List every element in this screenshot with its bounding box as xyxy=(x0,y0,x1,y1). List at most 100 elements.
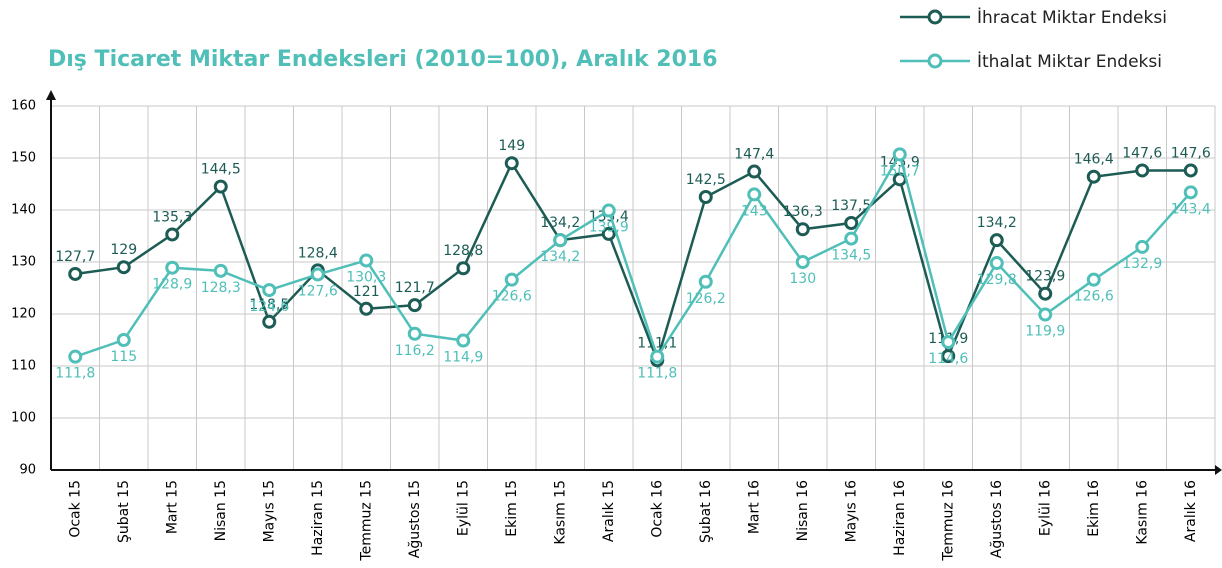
point xyxy=(795,222,810,237)
data-label: 147,4 xyxy=(734,147,774,163)
point xyxy=(1086,169,1101,184)
point xyxy=(504,272,519,287)
point xyxy=(1135,239,1150,254)
data-label: 128,8 xyxy=(443,243,483,259)
x-tick-label: Aralık 16 xyxy=(1183,480,1199,542)
data-label: 119,9 xyxy=(1025,324,1065,340)
x-tick-label: Ağustos 16 xyxy=(989,480,1005,558)
point xyxy=(213,179,228,194)
chart-title: Dış Ticaret Miktar Endeksleri (2010=100)… xyxy=(48,47,718,72)
data-label: 134,2 xyxy=(540,215,580,231)
data-label: 134,2 xyxy=(977,215,1017,231)
data-label: 128,4 xyxy=(298,245,338,261)
x-tick-label: Eylül 16 xyxy=(1037,480,1053,536)
point xyxy=(68,266,83,281)
data-label: 134,2 xyxy=(540,249,580,265)
data-label: 118,5 xyxy=(249,297,289,313)
point xyxy=(310,267,325,282)
point xyxy=(601,203,616,218)
point xyxy=(504,156,519,171)
point xyxy=(650,349,665,364)
point xyxy=(1086,272,1101,287)
data-label: 114,6 xyxy=(928,351,968,367)
x-tick-label: Haziran 16 xyxy=(892,480,908,556)
legend-label: İthalat Miktar Endeksi xyxy=(977,51,1162,72)
y-tick-label: 140 xyxy=(11,203,36,218)
x-tick-label: Mayıs 15 xyxy=(261,480,277,542)
data-label: 115 xyxy=(110,349,137,365)
point xyxy=(1135,163,1150,178)
y-tick-label: 160 xyxy=(11,99,36,114)
x-tick-label: Eylül 15 xyxy=(455,480,471,536)
data-label: 127,6 xyxy=(298,283,338,299)
legend-label: İhracat Miktar Endeksi xyxy=(977,7,1167,28)
y-tick-label: 100 xyxy=(11,411,36,426)
point xyxy=(601,226,616,241)
legend-marker xyxy=(927,53,943,69)
y-tick-label: 150 xyxy=(11,151,36,166)
point xyxy=(165,260,180,275)
data-label: 143 xyxy=(741,203,768,219)
point xyxy=(844,231,859,246)
x-tick-label: Ocak 16 xyxy=(649,480,665,538)
y-tick-label: 90 xyxy=(19,463,36,478)
data-label: 146,4 xyxy=(1074,152,1114,168)
data-label: 137,5 xyxy=(831,198,871,214)
x-tick-label: Kasım 16 xyxy=(1134,480,1150,545)
x-axis-arrow xyxy=(1215,465,1222,475)
point xyxy=(553,233,568,248)
x-tick-label: Aralık 15 xyxy=(601,480,617,542)
x-tick-label: Şubat 16 xyxy=(698,480,714,543)
data-label: 130,3 xyxy=(346,269,386,285)
series-line xyxy=(74,151,1192,360)
point xyxy=(941,335,956,350)
x-tick-label: Haziran 15 xyxy=(310,480,326,556)
data-label: 126,6 xyxy=(492,289,532,305)
point xyxy=(407,326,422,341)
data-label: 128,3 xyxy=(201,280,241,296)
x-tick-label: Şubat 15 xyxy=(116,480,132,543)
point xyxy=(698,274,713,289)
data-label: 130 xyxy=(789,271,816,287)
data-label: 132,9 xyxy=(1122,256,1162,272)
x-tick-label: Nisan 16 xyxy=(795,480,811,541)
x-tick-label: Ağustos 15 xyxy=(407,480,423,558)
point xyxy=(747,187,762,202)
data-label: 111,8 xyxy=(55,366,95,382)
point xyxy=(359,301,374,316)
data-label: 129,8 xyxy=(977,272,1017,288)
data-label: 142,5 xyxy=(686,172,726,188)
data-label: 144,5 xyxy=(201,162,241,178)
point xyxy=(989,256,1004,271)
point xyxy=(165,227,180,242)
point xyxy=(68,349,83,364)
point xyxy=(844,216,859,230)
point xyxy=(359,253,374,268)
data-label: 128,9 xyxy=(152,277,192,293)
data-label: 114,9 xyxy=(443,350,483,366)
data-label: 136,3 xyxy=(783,204,823,220)
point xyxy=(262,314,277,329)
point xyxy=(213,263,228,278)
data-label: 127,7 xyxy=(55,249,95,265)
point xyxy=(747,164,762,179)
point xyxy=(456,333,471,348)
x-tick-label: Temmuz 15 xyxy=(358,480,374,562)
data-label: 150,7 xyxy=(880,163,920,179)
point xyxy=(456,261,471,276)
data-label: 124,6 xyxy=(249,299,289,315)
y-tick-label: 110 xyxy=(11,359,36,374)
point xyxy=(116,260,131,275)
point xyxy=(941,349,956,364)
data-label: 123,9 xyxy=(1025,269,1065,285)
x-tick-label: Temmuz 16 xyxy=(940,480,956,562)
data-label: 126,2 xyxy=(686,291,726,307)
point xyxy=(892,147,907,162)
data-label: 147,6 xyxy=(1171,145,1211,161)
data-label: 121 xyxy=(353,284,380,300)
x-tick-label: Ekim 15 xyxy=(504,480,520,537)
data-label: 147,6 xyxy=(1122,145,1162,161)
x-tick-label: Mart 16 xyxy=(746,480,762,534)
data-label: 126,6 xyxy=(1074,289,1114,305)
point xyxy=(116,333,131,347)
